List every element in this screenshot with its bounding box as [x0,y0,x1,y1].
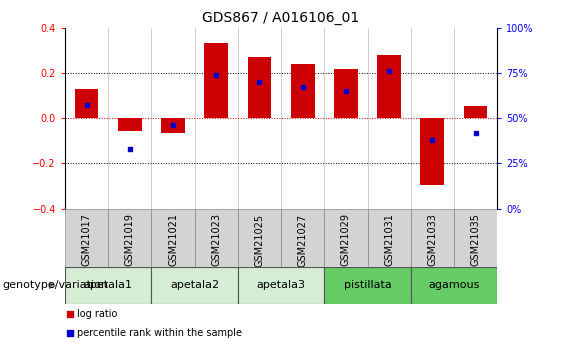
Bar [324,209,368,267]
Bar [75,89,98,118]
Text: GSM21025: GSM21025 [254,214,264,267]
Bar [205,43,228,118]
Text: GSM21035: GSM21035 [471,214,481,266]
Bar [151,209,194,267]
Text: GSM21023: GSM21023 [211,214,221,266]
Text: log ratio: log ratio [77,309,117,319]
Text: pistillata: pistillata [344,280,392,290]
Bar [464,106,488,118]
Bar [151,267,238,304]
Text: apetala1: apetala1 [84,280,133,290]
Text: genotype/variation: genotype/variation [3,280,109,290]
Bar [377,55,401,118]
Text: GSM21017: GSM21017 [81,214,92,266]
Bar [334,69,358,118]
Text: agamous: agamous [428,280,480,290]
Bar [108,209,151,267]
Bar [454,209,497,267]
Text: GSM21021: GSM21021 [168,214,178,266]
Bar [65,209,108,267]
Bar [247,57,271,118]
Bar [238,209,281,267]
Text: apetala3: apetala3 [257,280,306,290]
Text: GSM21033: GSM21033 [427,214,437,266]
Bar [411,209,454,267]
Text: GSM21019: GSM21019 [125,214,135,266]
Text: percentile rank within the sample: percentile rank within the sample [77,328,242,338]
Bar [194,209,238,267]
Text: apetala2: apetala2 [170,280,219,290]
Bar [118,118,142,131]
Title: GDS867 / A016106_01: GDS867 / A016106_01 [202,11,360,25]
Text: GSM21027: GSM21027 [298,214,308,267]
Bar [420,118,444,185]
Bar [161,118,185,133]
Bar [291,64,315,118]
Bar [367,209,411,267]
Text: GSM21029: GSM21029 [341,214,351,266]
Bar [65,267,151,304]
Bar [324,267,411,304]
Text: GSM21031: GSM21031 [384,214,394,266]
Bar [281,209,324,267]
Bar [238,267,324,304]
Bar [411,267,497,304]
